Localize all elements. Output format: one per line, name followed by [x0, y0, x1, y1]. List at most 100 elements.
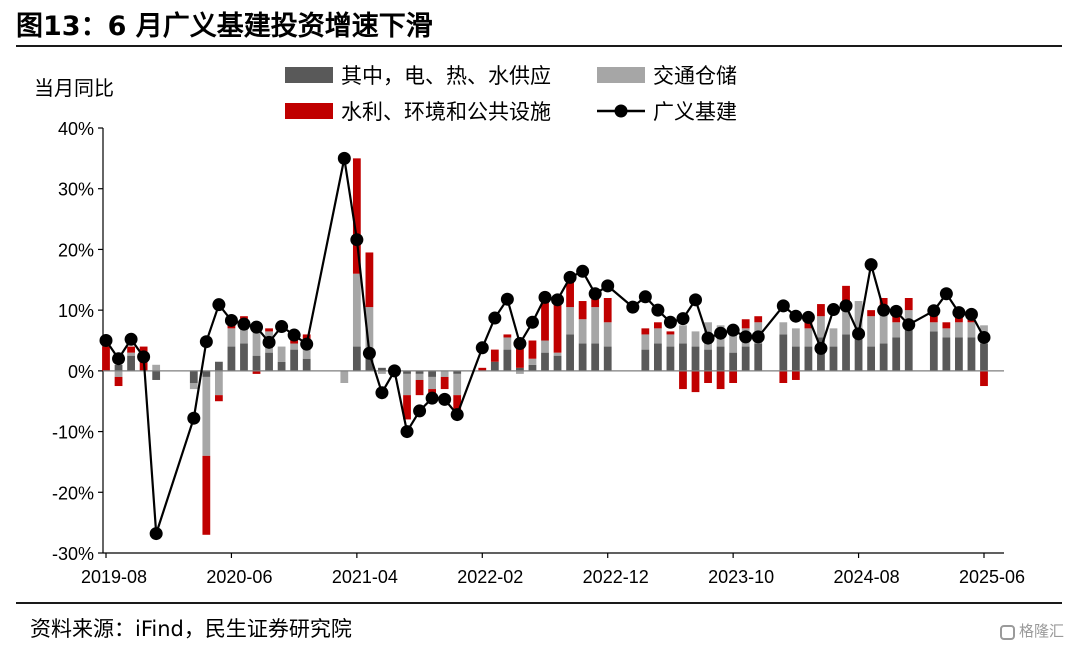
y-tick-label: -30% — [52, 544, 94, 564]
bar-segment — [302, 346, 311, 359]
bar-segment — [102, 346, 110, 371]
line-marker — [387, 364, 401, 378]
line-marker — [588, 287, 602, 301]
line-marker — [626, 300, 640, 314]
bar-segment — [679, 343, 687, 371]
line-marker — [676, 312, 690, 326]
line-marker — [124, 332, 138, 346]
line-marker — [337, 151, 351, 165]
chart-area: 当月同比 -30% -20% -10% 0% 10% 20% 30% 40% 2019-08 202… — [0, 48, 1080, 600]
line-marker — [563, 270, 577, 284]
line-marker — [739, 330, 753, 344]
bar-segment — [779, 334, 788, 371]
bar-segment — [867, 316, 876, 347]
x-tick-label: 2024-08 — [834, 567, 900, 587]
bar-segment — [202, 455, 211, 535]
bar-segment — [842, 310, 850, 335]
line-marker — [714, 326, 728, 340]
bar-segment — [929, 322, 938, 332]
bar-segment — [541, 340, 549, 353]
bar-segment — [867, 310, 876, 317]
line-marker — [438, 392, 452, 406]
line-marker — [927, 304, 941, 318]
line-marker — [413, 404, 427, 418]
bar-segment — [942, 328, 951, 338]
bar-segment — [352, 158, 361, 274]
bar-segment — [340, 370, 349, 383]
bar-segment — [152, 370, 161, 380]
line-marker — [350, 233, 364, 247]
bar-segment — [641, 349, 650, 371]
bar-segment — [741, 346, 750, 371]
bar-segment — [578, 343, 587, 371]
bar-segment — [415, 373, 424, 380]
legend-infra-label: 广义基建 — [653, 101, 737, 124]
bar-segment — [829, 346, 838, 371]
bar-segment — [591, 307, 600, 344]
bar-segment — [955, 337, 963, 371]
bar-segment — [428, 370, 437, 377]
bar-segment — [679, 325, 687, 344]
bar-segment — [553, 352, 562, 356]
bar-segment — [277, 361, 286, 371]
bar-segment — [541, 352, 549, 371]
bar-segment — [791, 370, 800, 380]
line-marker — [538, 290, 552, 304]
bar-segment — [378, 367, 386, 371]
y-tick-label: -10% — [52, 423, 94, 443]
bar-segment — [553, 304, 562, 353]
bar-segment — [403, 395, 411, 420]
bar-segment — [603, 298, 612, 323]
line-marker — [877, 303, 891, 317]
legend-utilities-label: 其中，电、热、水供应 — [341, 65, 551, 88]
bar-segment — [804, 328, 813, 347]
bar-segment — [528, 358, 537, 365]
line-marker — [902, 318, 916, 332]
watermark-logo-icon — [999, 625, 1015, 640]
bar-segment — [904, 298, 913, 311]
y-tick-label: 20% — [58, 240, 94, 260]
bar-segment — [528, 340, 537, 359]
bar-segment — [214, 395, 223, 402]
legend-transport-swatch — [597, 67, 645, 83]
line-marker — [525, 315, 539, 329]
bar-segment — [516, 367, 524, 371]
bar-segment — [566, 307, 574, 335]
bar-segment — [214, 370, 223, 396]
bar-segment — [114, 376, 123, 387]
line-marker — [400, 425, 414, 439]
bar-segment — [578, 301, 587, 320]
bar-segment — [403, 373, 411, 396]
bar-segment — [691, 370, 700, 393]
line-marker — [300, 337, 314, 351]
bar-segment — [691, 346, 700, 371]
bar-segment — [842, 285, 850, 311]
bar-segment — [729, 370, 738, 383]
line-marker — [362, 346, 376, 360]
bar-segment — [478, 367, 487, 371]
bar-segment — [290, 349, 299, 371]
line-marker — [513, 337, 527, 351]
bar-segment — [541, 291, 549, 341]
x-tick-label: 2022-12 — [583, 567, 649, 587]
line-marker — [939, 287, 953, 301]
bar-segment — [277, 346, 286, 362]
bar-segment — [691, 331, 700, 347]
bar-segment — [980, 370, 988, 387]
line-marker — [287, 328, 301, 342]
bar-segment — [679, 370, 687, 390]
bar-segment — [240, 319, 248, 344]
line-marker — [952, 306, 966, 320]
bar-segment — [114, 370, 123, 377]
bar-segment — [252, 355, 261, 371]
bar-segment — [754, 316, 763, 323]
bar-segment — [503, 349, 512, 371]
legend-transport-label: 交通仓储 — [653, 65, 737, 88]
line-marker — [789, 309, 803, 323]
bar-segment — [152, 364, 161, 371]
bar-segment — [403, 370, 411, 374]
x-tick-label: 2021-04 — [332, 567, 398, 587]
bar-segment — [854, 328, 863, 371]
line-marker — [199, 335, 213, 349]
line-marker — [601, 279, 615, 293]
